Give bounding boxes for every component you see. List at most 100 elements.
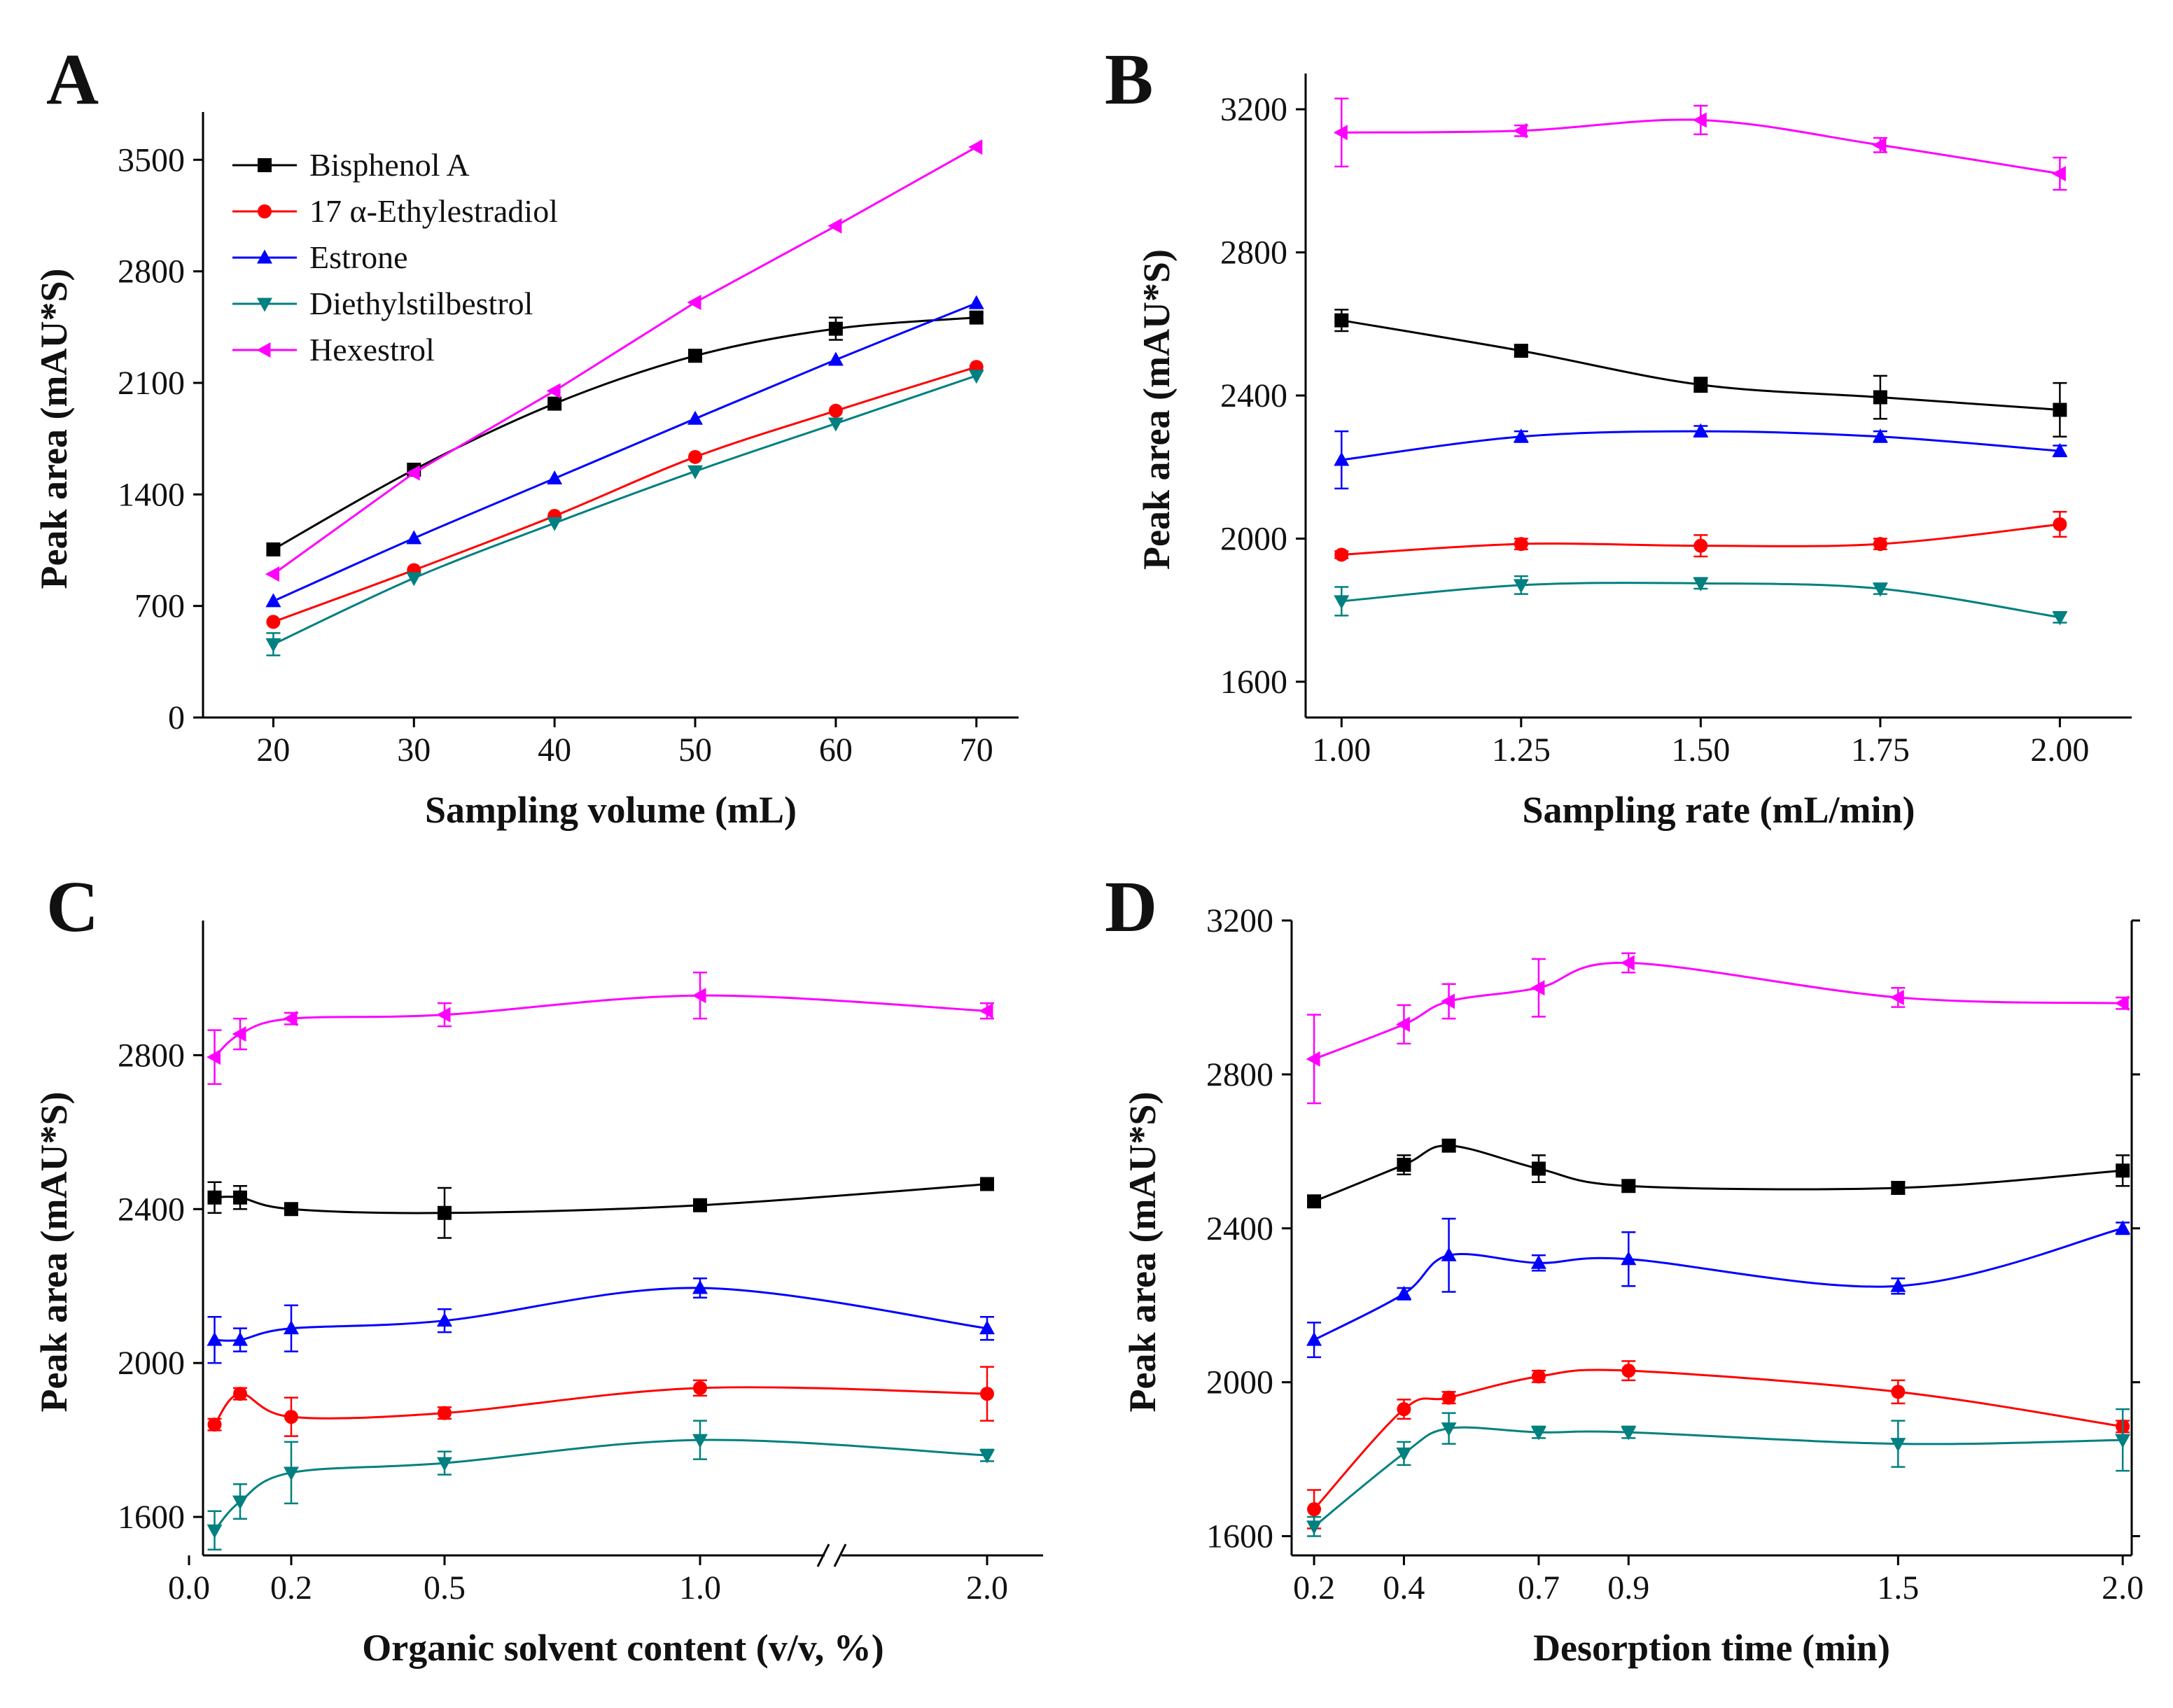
data-point-diethylstilbestrol-d	[2115, 1434, 2131, 1448]
x-tick-label-b: 2.00	[2030, 732, 2089, 769]
data-point-hexestrol-d	[2114, 995, 2129, 1011]
data-point-17-ethylestradiol-c	[438, 1406, 452, 1420]
data-point-estrone-b	[1334, 451, 1350, 466]
data-point-bisphenol-a-a	[688, 349, 703, 363]
x-axis-title-d: Desorption time (min)	[1533, 1627, 1890, 1669]
series-hexestrol-d	[1306, 952, 2130, 1105]
data-point-diethylstilbestrol-a	[265, 638, 281, 652]
data-point-bisphenol-a-b	[1873, 390, 1887, 405]
y-tick-label-d: 1600	[1206, 1518, 1273, 1555]
series-line-hexestrol-c	[214, 994, 988, 1058]
data-point-estrone-c	[979, 1320, 995, 1335]
series-line-17-ethylestradiol-c	[214, 1386, 988, 1426]
data-point-bisphenol-a-c	[438, 1205, 452, 1220]
x-tick-label-c: 0.0	[168, 1569, 210, 1606]
data-point-diethylstilbestrol-c	[284, 1466, 299, 1481]
data-point-bisphenol-a-c	[233, 1190, 247, 1205]
data-point-hexestrol-c	[232, 1026, 246, 1042]
data-point-hexestrol-b	[1513, 122, 1528, 139]
panel-label-d: D	[1105, 867, 1157, 947]
legend-marker-estrone	[257, 249, 272, 264]
chart-panel-a: 20 30 40 50 60 7007001400210028003500Sampling…	[33, 112, 1019, 831]
data-point-diethylstilbestrol-c	[437, 1457, 452, 1471]
data-point-diethylstilbestrol-d	[1890, 1438, 1906, 1452]
series-estrone-a	[265, 295, 984, 608]
data-point-hexestrol-a	[968, 139, 983, 155]
data-point-hexestrol-b	[1333, 125, 1348, 141]
data-point-diethylstilbestrol-a	[406, 572, 422, 587]
chart-panel-b: 1.00 1.25 1.50 1.75 2.00 1600 2000 2400 2800 3200…	[1136, 74, 2132, 831]
series-line-hexestrol-a	[272, 146, 977, 575]
data-point-diethylstilbestrol-c	[979, 1449, 995, 1464]
data-point-17-ethylestradiol-a	[266, 615, 281, 629]
series-bisphenol-a-d	[1307, 1138, 2130, 1209]
legend-label-bisphenol-a: Bisphenol A	[309, 147, 470, 183]
y-tick-label-d: 2400	[1206, 1210, 1273, 1247]
x-tick-label-a: 70	[960, 732, 993, 769]
series-bisphenol-a-c	[207, 1177, 994, 1239]
data-point-diethylstilbestrol-b	[1513, 579, 1529, 594]
x-tick-label-c: 2.0	[966, 1569, 1008, 1606]
series-line-diethylstilbestrol-d	[1313, 1426, 2123, 1527]
data-point-bisphenol-a-b	[1334, 313, 1349, 328]
data-point-diethylstilbestrol-d	[1621, 1426, 1637, 1441]
y-tick-label-b: 1600	[1220, 664, 1287, 701]
legend-marker-hexestrol	[256, 342, 271, 358]
legend-entry-diethylstilbestrol: Diethylstilbestrol	[232, 286, 533, 321]
data-point-diethylstilbestrol-b	[2052, 611, 2068, 626]
chart-panel-d: 0.2 0.4 0.7 0.9 1.5 2.0 1600 2000 2400 2800 3200 De…	[1122, 902, 2144, 1669]
y-tick-label-d: 3200	[1206, 902, 1273, 939]
data-point-estrone-b	[1513, 428, 1529, 443]
series-line-diethylstilbestrol-a	[272, 374, 977, 645]
data-point-estrone-b	[1872, 428, 1888, 443]
legend-marker-diethylstilbestrol	[257, 298, 272, 312]
data-point-hexestrol-d	[1620, 955, 1635, 971]
data-point-bisphenol-a-c	[980, 1177, 994, 1191]
data-point-17-ethylestradiol-c	[233, 1387, 247, 1401]
x-axis-title-c: Organic solvent content (v/v, %)	[362, 1627, 883, 1669]
data-point-estrone-a	[406, 530, 422, 545]
y-tick-label-d: 2800	[1206, 1056, 1273, 1093]
data-point-estrone-c	[437, 1312, 452, 1327]
data-point-estrone-d	[1396, 1285, 1412, 1300]
series-17-ethylestradiol-b	[1334, 510, 2067, 562]
data-point-hexestrol-b	[2051, 166, 2066, 182]
y-tick-label-b: 2000	[1220, 520, 1287, 557]
legend-entry-bisphenol-a: Bisphenol A	[232, 147, 470, 183]
legend-label-17-ethylestradiol: 17 α-Ethylestradiol	[309, 193, 558, 229]
data-point-diethylstilbestrol-a	[687, 465, 704, 479]
series-line-estrone-c	[214, 1287, 988, 1342]
data-point-bisphenol-a-a	[547, 396, 562, 411]
x-tick-label-a: 20	[256, 732, 290, 769]
x-tick-label-d: 0.2	[1293, 1569, 1335, 1606]
x-tick-label-b: 1.75	[1851, 732, 1910, 769]
y-tick-label-b: 2400	[1220, 377, 1287, 414]
y-axis-title-c: Peak area (mAU*S)	[33, 1092, 75, 1413]
data-point-estrone-a	[687, 410, 704, 425]
data-point-diethylstilbestrol-d	[1530, 1426, 1546, 1441]
x-tick-label-d: 1.5	[1877, 1569, 1919, 1606]
data-point-17-ethylestradiol-b	[1514, 537, 1528, 552]
data-point-bisphenol-a-b	[1693, 377, 1708, 392]
series-diethylstilbestrol-b	[1334, 575, 2068, 626]
series-line-17-ethylestradiol-a	[272, 365, 977, 623]
series-hexestrol-b	[1333, 97, 2067, 191]
series-line-hexestrol-d	[1313, 961, 2123, 1060]
data-point-hexestrol-a	[405, 465, 420, 481]
data-point-hexestrol-a	[546, 383, 561, 399]
series-line-diethylstilbestrol-c	[214, 1438, 988, 1532]
y-tick-label-a: 0	[168, 699, 185, 736]
series-estrone-b	[1334, 423, 2068, 490]
data-point-estrone-a	[547, 470, 563, 485]
y-tick-label-d: 2000	[1206, 1364, 1273, 1401]
data-point-hexestrol-d	[1395, 1016, 1410, 1032]
series-line-bisphenol-a-b	[1341, 319, 2060, 411]
series-estrone-c	[207, 1277, 995, 1364]
data-point-bisphenol-a-c	[207, 1190, 222, 1205]
data-point-estrone-b	[2052, 442, 2068, 457]
data-point-17-ethylestradiol-d	[1307, 1502, 1322, 1517]
data-point-bisphenol-a-d	[1397, 1158, 1411, 1172]
series-estrone-d	[1306, 1217, 2131, 1359]
data-point-diethylstilbestrol-a	[547, 517, 563, 531]
